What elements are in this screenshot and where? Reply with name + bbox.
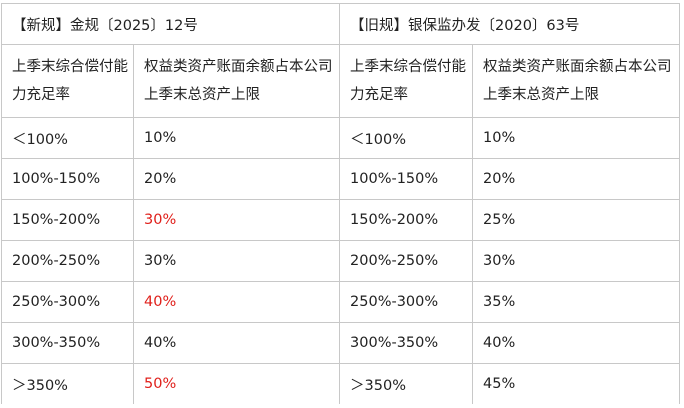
- table-row: 250%-300% 40% 250%-300% 35%: [1, 281, 681, 323]
- new-ratio-cell: 100%-150%: [1, 158, 134, 200]
- new-ratio-cell: 250%-300%: [1, 281, 134, 323]
- old-ratio-cell: ＜100%: [339, 117, 474, 159]
- old-ratio-cell: ＞350%: [339, 363, 474, 404]
- old-ratio-header: 上季末综合偿付能力充足率: [339, 44, 474, 118]
- table-row: 150%-200% 30% 150%-200% 25%: [1, 199, 681, 241]
- new-ratio-cell: ＜100%: [1, 117, 134, 159]
- table-row: 300%-350% 40% 300%-350% 40%: [1, 322, 681, 364]
- new-ratio-cell: 200%-250%: [1, 240, 134, 282]
- new-limit-cell: 40%: [132, 322, 341, 364]
- table-row: ＜100% 10% ＜100% 10%: [1, 117, 681, 159]
- old-ratio-cell: 150%-200%: [339, 199, 474, 241]
- old-ratio-cell: 100%-150%: [339, 158, 474, 200]
- old-limit-cell: 30%: [472, 240, 681, 282]
- new-limit-cell: 30%: [132, 199, 341, 241]
- old-ratio-cell: 250%-300%: [339, 281, 474, 323]
- new-limit-cell: 50%: [132, 363, 341, 404]
- table-row: 200%-250% 30% 200%-250% 30%: [1, 240, 681, 282]
- new-ratio-cell: 150%-200%: [1, 199, 134, 241]
- old-ratio-cell: 200%-250%: [339, 240, 474, 282]
- old-limit-cell: 35%: [472, 281, 681, 323]
- old-limit-header: 权益类资产账面余额占本公司上季末总资产上限: [472, 44, 681, 118]
- new-limit-cell: 10%: [132, 117, 341, 159]
- new-ratio-cell: ＞350%: [1, 363, 134, 404]
- old-limit-cell: 40%: [472, 322, 681, 364]
- old-limit-cell: 25%: [472, 199, 681, 241]
- new-limit-header: 权益类资产账面余额占本公司上季末总资产上限: [132, 44, 341, 118]
- table-row: 100%-150% 20% 100%-150% 20%: [1, 158, 681, 200]
- new-ratio-cell: 300%-350%: [1, 322, 134, 364]
- old-limit-cell: 20%: [472, 158, 681, 200]
- new-ratio-header: 上季末综合偿付能力充足率: [1, 44, 134, 118]
- table-row: ＞350% 50% ＞350% 45%: [1, 363, 681, 404]
- old-ratio-cell: 300%-350%: [339, 322, 474, 364]
- new-limit-cell: 20%: [132, 158, 341, 200]
- comparison-table: 【新规】金规〔2025〕12号 【旧规】银保监办发〔2020〕63号 上季末综合…: [0, 3, 681, 404]
- title-row: 【新规】金规〔2025〕12号 【旧规】银保监办发〔2020〕63号: [0, 3, 681, 45]
- header-row: 上季末综合偿付能力充足率 权益类资产账面余额占本公司上季末总资产上限 上季末综合…: [1, 44, 681, 118]
- new-limit-cell: 30%: [132, 240, 341, 282]
- old-limit-cell: 45%: [472, 363, 681, 404]
- old-rule-title: 【旧规】银保监办发〔2020〕63号: [339, 3, 681, 45]
- new-limit-cell: 40%: [132, 281, 341, 323]
- old-limit-cell: 10%: [472, 117, 681, 159]
- new-rule-title: 【新规】金规〔2025〕12号: [0, 3, 341, 45]
